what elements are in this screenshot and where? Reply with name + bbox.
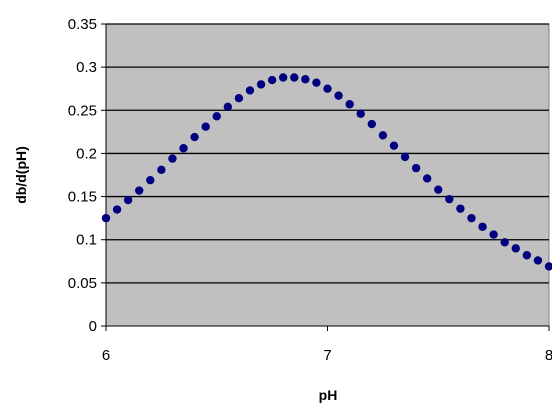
data-point [256,80,266,89]
gridlines [106,23,549,284]
data-point [411,163,421,173]
data-point [511,244,520,253]
data-point [112,205,122,214]
data-point [389,141,399,150]
y-tick-label: 0.05 [68,275,97,292]
data-point [301,75,310,84]
x-tick-label: 7 [323,347,331,364]
tick-labels: 0 0.05 0.1 0.15 0.2 0.25 0.3 0.35 6 7 8 [68,16,552,364]
data-point [279,73,288,82]
data-point [500,238,509,247]
data-point [522,251,532,260]
data-point [478,222,487,231]
y-tick-label: 0.1 [76,232,97,249]
plot-area [105,23,550,327]
data-point [123,195,133,205]
data-point [323,84,332,93]
data-point [533,256,543,265]
x-axis-title: pH [319,387,338,403]
data-point [157,165,166,175]
axes [101,23,550,331]
data-point [367,119,376,129]
data-point [456,204,465,213]
data-point [467,213,476,223]
data-point [489,230,498,239]
data-point [179,144,188,153]
data-point [223,102,233,112]
data-point [334,91,343,100]
y-tick-label: 0.3 [76,59,97,76]
data-point [168,154,177,163]
data-point [267,75,277,85]
data-point [146,175,155,185]
data-point [312,78,321,87]
y-tick-label: 0 [89,318,97,335]
data-point [400,152,410,162]
y-tick-label: 0.35 [68,16,97,33]
y-axis-title: db/d(pH) [13,146,29,204]
y-tick-label: 0.2 [76,145,97,162]
data-point [422,174,432,183]
y-tick-label: 0.15 [68,189,97,206]
data-point [290,73,299,82]
data-point [201,122,210,131]
data-point [245,86,255,95]
data-point [378,131,388,140]
data-point [101,213,111,223]
data-point [234,94,244,103]
data-point [544,262,552,271]
data-point [345,100,354,109]
data-point [445,194,454,204]
x-tick-label: 6 [102,347,110,364]
data-point [356,109,365,118]
data-points [101,73,552,271]
data-point [434,185,443,194]
data-point [190,132,199,142]
data-point [135,186,144,195]
x-tick-label: 8 [545,347,552,364]
y-tick-label: 0.25 [68,102,97,119]
data-point [212,112,221,121]
